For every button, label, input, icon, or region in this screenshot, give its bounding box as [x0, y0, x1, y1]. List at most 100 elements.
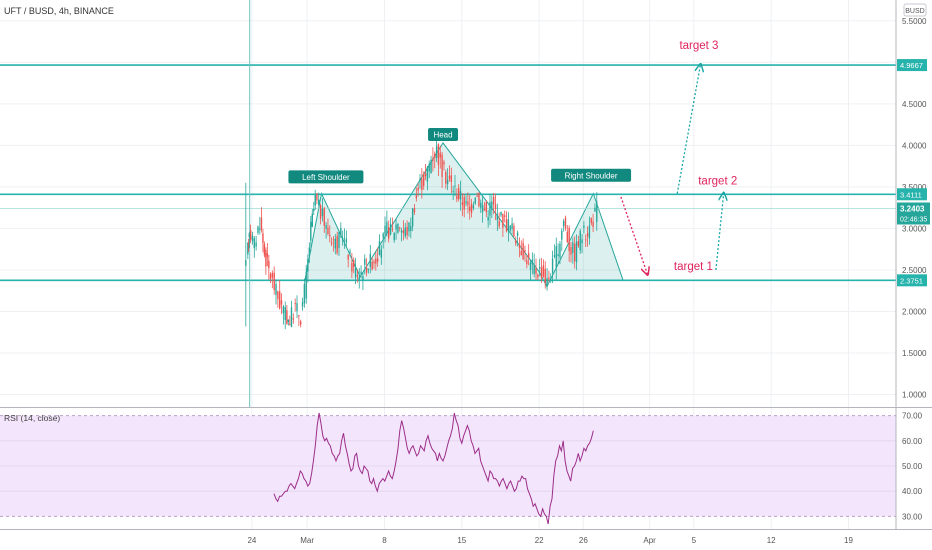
- time-tick-label: 15: [457, 536, 466, 545]
- candle-body: [511, 223, 513, 230]
- candle-body: [592, 221, 594, 227]
- candle-body: [557, 253, 559, 257]
- candle-body: [494, 204, 497, 209]
- candle-body: [282, 306, 285, 314]
- candle-body: [356, 275, 359, 277]
- candle-body: [502, 214, 504, 228]
- currency-badge: BUSD: [905, 8, 924, 15]
- candle-body: [341, 238, 344, 241]
- candle-body: [465, 201, 467, 204]
- candle-body: [524, 250, 526, 252]
- candle-body: [364, 258, 366, 265]
- candle-body: [325, 224, 327, 229]
- time-axis[interactable]: 24 Mar 8 15 22 26 Apr 5 12 19: [247, 536, 853, 545]
- candle-body: [369, 253, 371, 267]
- candle-body: [343, 238, 346, 239]
- frame-layer: [0, 0, 932, 530]
- candle-body: [255, 242, 257, 247]
- candle-body: [537, 274, 539, 278]
- candle-body: [301, 302, 304, 307]
- level-price-label: 3.4111: [900, 190, 922, 199]
- candle-body: [262, 233, 264, 244]
- candle-body: [257, 226, 259, 233]
- pattern-label-bg: [288, 170, 364, 184]
- price-tick-label: 4.0000: [902, 141, 927, 150]
- candle-body: [395, 224, 397, 230]
- candle-body: [284, 307, 286, 321]
- countdown-label: 02:46:35: [900, 216, 927, 223]
- candle-body: [492, 196, 495, 205]
- candle-body: [562, 221, 565, 226]
- candle-body: [564, 217, 567, 229]
- candle-body: [422, 174, 425, 186]
- candle-body: [321, 208, 324, 217]
- target-label: target 2: [698, 175, 737, 187]
- candle-body: [435, 146, 438, 158]
- candle-body: [483, 208, 486, 210]
- rsi-tick-label: 60.00: [902, 437, 923, 446]
- candle-body: [408, 222, 410, 232]
- targets-layer: target 1 target 2 target 3: [620, 40, 737, 274]
- candle-body: [371, 261, 373, 270]
- candle-body: [279, 291, 281, 309]
- candle-body: [292, 318, 295, 320]
- candle-body: [354, 268, 357, 278]
- candle-body: [332, 239, 335, 241]
- candle-body: [446, 179, 449, 185]
- candle-body: [314, 195, 316, 206]
- candle-body: [266, 253, 269, 257]
- candle-body: [570, 247, 572, 255]
- candle-body: [397, 223, 399, 233]
- candle-body: [454, 185, 456, 187]
- candle-body: [550, 278, 552, 280]
- candle-body: [280, 300, 283, 305]
- candle-body: [310, 221, 312, 241]
- candle-body: [424, 173, 427, 177]
- target-label: target 3: [679, 40, 718, 52]
- candle-body: [518, 244, 521, 248]
- candle-body: [400, 230, 403, 233]
- rsi-title: RSI (14, close): [4, 413, 60, 423]
- candle-body: [531, 259, 534, 265]
- candle-body: [298, 315, 300, 317]
- candle-body: [428, 164, 430, 172]
- candle-body: [583, 225, 585, 228]
- candle-body: [457, 187, 460, 200]
- candle-body: [579, 230, 581, 251]
- candle-body: [249, 230, 252, 240]
- candle-body: [330, 242, 333, 244]
- level-price-label: 4.9667: [900, 61, 923, 70]
- candle-body: [546, 278, 548, 287]
- rsi-band-layer: [0, 415, 896, 517]
- rsi-tick-label: 40.00: [902, 487, 923, 496]
- candle-body: [327, 227, 329, 235]
- candle-body: [245, 259, 247, 266]
- candle-body: [313, 208, 315, 212]
- candle-body: [485, 202, 488, 213]
- time-tick-label: 24: [247, 536, 256, 545]
- candle-body: [391, 228, 394, 230]
- candle-body: [273, 272, 275, 291]
- candle-body: [456, 195, 458, 200]
- candle-body: [498, 221, 500, 227]
- candle-body: [260, 217, 263, 230]
- candle-body: [467, 201, 469, 206]
- candle-body: [496, 214, 499, 221]
- candle-body: [487, 216, 489, 221]
- candle-body: [426, 167, 429, 182]
- labels-layer: Left Shoulder Head Right Shoulder: [288, 128, 632, 184]
- candle-body: [434, 153, 436, 158]
- price-tick-label: 5.5000: [902, 17, 927, 26]
- price-tick-label: 4.5000: [902, 100, 927, 109]
- candle-body: [311, 213, 313, 227]
- candle-body: [529, 262, 532, 270]
- candle-body: [275, 284, 277, 295]
- price-axis[interactable]: 5.50005.00004.50004.00003.50003.00002.50…: [897, 3, 930, 521]
- candle-body: [419, 178, 421, 182]
- candle-body: [399, 227, 401, 229]
- candle-body: [544, 268, 546, 283]
- candle-body: [305, 271, 307, 299]
- candle-body: [561, 230, 563, 240]
